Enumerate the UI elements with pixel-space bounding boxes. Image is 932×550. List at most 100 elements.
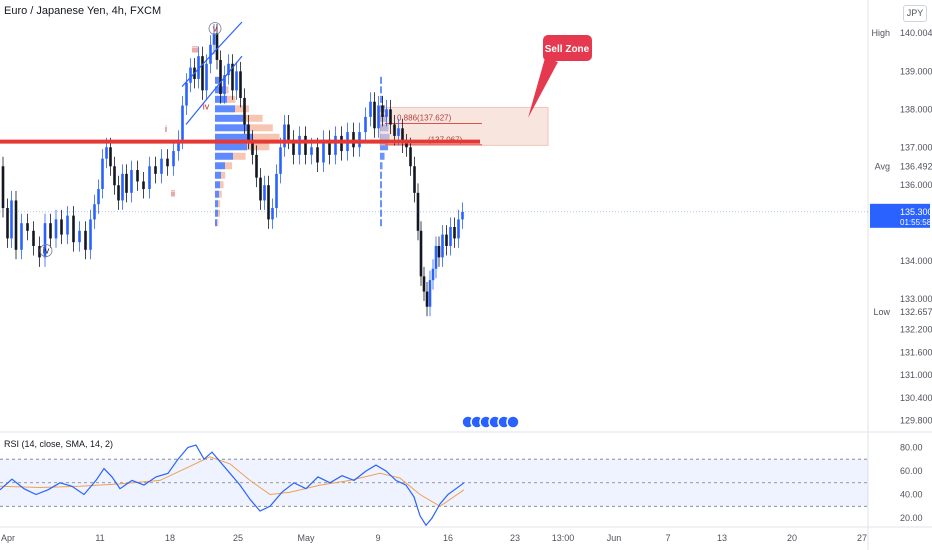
candle-body bbox=[243, 97, 246, 125]
y-tick-label: 132.200 bbox=[900, 325, 932, 335]
volume-bar-sell bbox=[218, 200, 221, 208]
y-tick-label: 139.000 bbox=[900, 66, 932, 76]
callout-pointer bbox=[528, 58, 558, 118]
x-tick-label: 9 bbox=[375, 533, 380, 543]
candle-body bbox=[369, 101, 372, 117]
candle-body bbox=[364, 116, 367, 133]
candle-body bbox=[113, 166, 116, 186]
y-tick-label: 129.800 bbox=[900, 416, 932, 426]
volume-bar-sell bbox=[247, 143, 270, 151]
candle-body bbox=[60, 219, 63, 235]
currency-badge[interactable]: JPY bbox=[903, 5, 927, 22]
volume-bar-sell bbox=[217, 219, 219, 227]
candle-body bbox=[231, 63, 234, 91]
volume-bar-sell bbox=[219, 190, 222, 198]
candle-body bbox=[298, 135, 301, 155]
volume-bar bbox=[215, 190, 219, 198]
candle-body bbox=[205, 63, 208, 91]
candle-body bbox=[38, 245, 41, 258]
x-tick-label: 20 bbox=[787, 533, 797, 543]
volume-bar bbox=[215, 143, 247, 151]
rsi-title: RSI (14, close, SMA, 14, 2) bbox=[4, 439, 113, 449]
candle-body bbox=[437, 245, 441, 258]
candle-body bbox=[49, 223, 52, 239]
rsi-y-tick: 20.00 bbox=[900, 513, 923, 523]
volume-bar bbox=[215, 114, 243, 122]
candle-body bbox=[209, 44, 212, 64]
candle-body bbox=[109, 147, 112, 167]
candle-body bbox=[259, 177, 262, 201]
callout-box bbox=[543, 35, 592, 61]
candle-body bbox=[279, 147, 282, 174]
candle-body bbox=[154, 166, 157, 174]
candle-body bbox=[431, 268, 435, 281]
x-tick-label: 23 bbox=[510, 533, 520, 543]
volume-bar bbox=[215, 95, 227, 103]
rsi-y-tick: 80.00 bbox=[900, 442, 923, 452]
rsi-y-tick: 60.00 bbox=[900, 466, 923, 476]
volume-bar-sell bbox=[220, 181, 224, 189]
candle-body bbox=[172, 151, 175, 167]
x-tick-label: 13:00 bbox=[552, 533, 575, 543]
volume-bar-sell bbox=[227, 95, 236, 103]
y-tick-label: 131.600 bbox=[900, 347, 932, 357]
avg-value: 136.492 bbox=[900, 162, 932, 172]
candle-body bbox=[130, 170, 133, 193]
candle-body bbox=[235, 71, 238, 91]
candle-body bbox=[425, 291, 429, 307]
callout-label: Sell Zone bbox=[545, 44, 590, 55]
rsi-y-tick: 40.00 bbox=[900, 490, 923, 500]
candle-body bbox=[328, 139, 331, 155]
y-tick-label: 138.000 bbox=[900, 104, 932, 114]
volume-bar-sell bbox=[218, 209, 221, 217]
candle-body bbox=[322, 139, 325, 163]
volume-bar-sell bbox=[225, 162, 232, 170]
candle-body bbox=[219, 59, 222, 95]
candle-body bbox=[181, 105, 184, 140]
volume-bar bbox=[380, 181, 382, 189]
candle-body bbox=[66, 215, 69, 235]
candle-body bbox=[201, 56, 204, 91]
volume-bar bbox=[380, 209, 382, 217]
current-price-value: 135.300 bbox=[900, 207, 932, 217]
x-tick-label: 7 bbox=[665, 533, 670, 543]
candle-body bbox=[166, 158, 169, 167]
candle-body bbox=[97, 189, 100, 205]
volume-bar bbox=[380, 219, 382, 227]
candle-body bbox=[215, 33, 219, 60]
y-tick-label: 131.000 bbox=[900, 370, 932, 380]
candle-body bbox=[401, 128, 404, 144]
candle-body bbox=[453, 227, 456, 239]
candle-body bbox=[385, 109, 388, 117]
x-tick-label: 18 bbox=[165, 533, 175, 543]
x-tick-label: 11 bbox=[95, 533, 104, 543]
volume-bar bbox=[215, 171, 221, 179]
volume-bar bbox=[215, 105, 235, 113]
candle-body bbox=[185, 82, 188, 106]
volume-bar bbox=[380, 143, 388, 151]
y-tick-label: 134.000 bbox=[900, 256, 932, 266]
candle-body bbox=[93, 204, 96, 220]
x-tick-label: May bbox=[297, 533, 315, 543]
volume-bar bbox=[380, 200, 382, 208]
candle-body bbox=[142, 181, 145, 190]
volume-bar bbox=[215, 76, 219, 84]
rsi-pane: 80.00 60.00 40.00 20.00 RSI (14, close, SMA,… bbox=[0, 439, 923, 527]
low-label: Low bbox=[873, 307, 890, 317]
candle-body bbox=[10, 200, 13, 239]
wave-label: v bbox=[213, 23, 218, 33]
candle-body bbox=[14, 200, 18, 250]
candle-body bbox=[263, 185, 266, 201]
candle-body bbox=[413, 166, 416, 193]
volume-bar bbox=[215, 181, 220, 189]
candle-body bbox=[189, 67, 192, 83]
price-pane-bg bbox=[0, 0, 868, 432]
candle-body bbox=[117, 185, 120, 201]
candle-body bbox=[105, 147, 108, 159]
candle-body bbox=[334, 135, 337, 155]
candle-body bbox=[101, 158, 104, 190]
candle-body bbox=[267, 185, 270, 220]
volume-bar bbox=[215, 133, 253, 141]
